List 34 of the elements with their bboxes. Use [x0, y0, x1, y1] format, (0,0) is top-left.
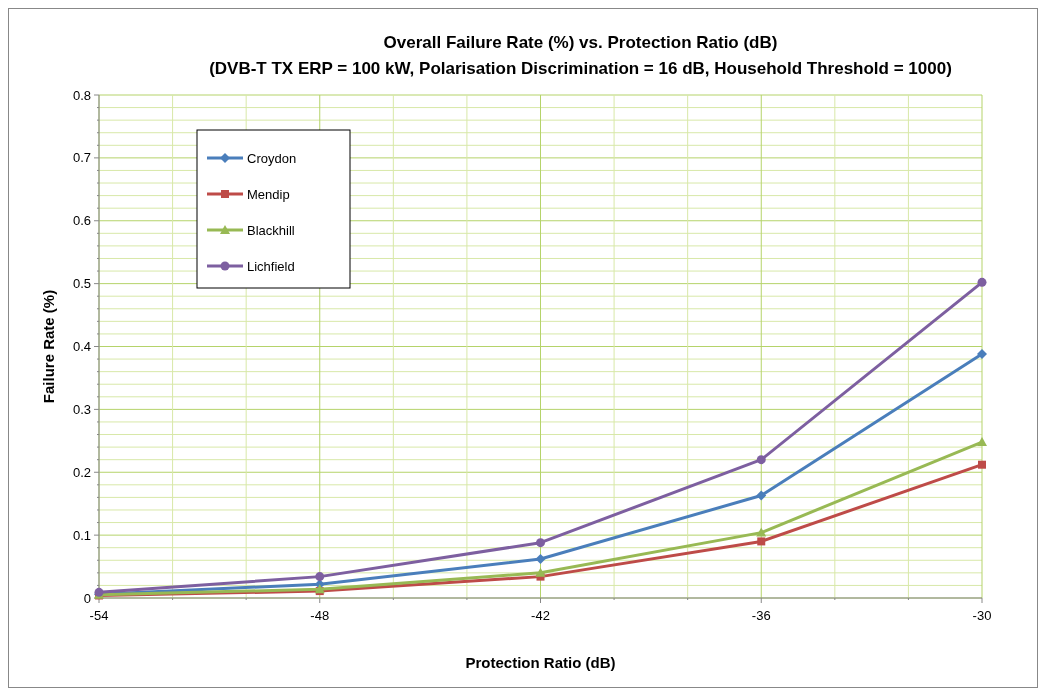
- point: [977, 349, 987, 360]
- point: [977, 437, 987, 447]
- point: [978, 460, 986, 469]
- legend-label: Mendip: [247, 186, 290, 202]
- point: [756, 527, 767, 537]
- legend-label: Croydon: [247, 150, 297, 166]
- point: [977, 277, 987, 287]
- x-tick-label: -36: [751, 608, 771, 623]
- y-tick-label: 0.6: [72, 213, 91, 229]
- x-tick-label: -30: [972, 608, 992, 623]
- y-tick-label: 0.2: [72, 464, 91, 480]
- point: [535, 567, 546, 577]
- point: [535, 554, 546, 565]
- point: [536, 538, 545, 548]
- legend-label: Blackhill: [247, 222, 295, 238]
- x-axis-title: Protection Ratio (dB): [465, 654, 616, 671]
- y-tick-label: 0.4: [72, 339, 91, 355]
- x-tick-label: -54: [89, 608, 109, 623]
- point: [756, 490, 767, 501]
- x-tick-label: -48: [310, 608, 330, 623]
- y-tick-label: 0.3: [72, 401, 91, 417]
- y-tick-label: 0.7: [72, 150, 91, 166]
- point: [315, 572, 325, 582]
- y-tick-label: 0: [83, 590, 91, 606]
- chart-title: Overall Failure Rate (%) vs. Protection Ratio (dB): [383, 33, 778, 52]
- y-tick-label: 0.5: [72, 276, 91, 292]
- y-axis-title: Failure Rate (%): [40, 289, 57, 404]
- point: [756, 455, 766, 465]
- chart-subtitle: (DVB-T TX ERP = 100 kW, Polarisation Discrimination = 16 dB, Household Threshold = 1000): [209, 59, 952, 78]
- y-tick-label: 0.8: [72, 87, 91, 103]
- legend-label: Lichfield: [247, 258, 295, 274]
- x-tick-label: -42: [531, 608, 550, 623]
- point: [757, 537, 766, 546]
- y-tick-label: 0.1: [72, 527, 91, 543]
